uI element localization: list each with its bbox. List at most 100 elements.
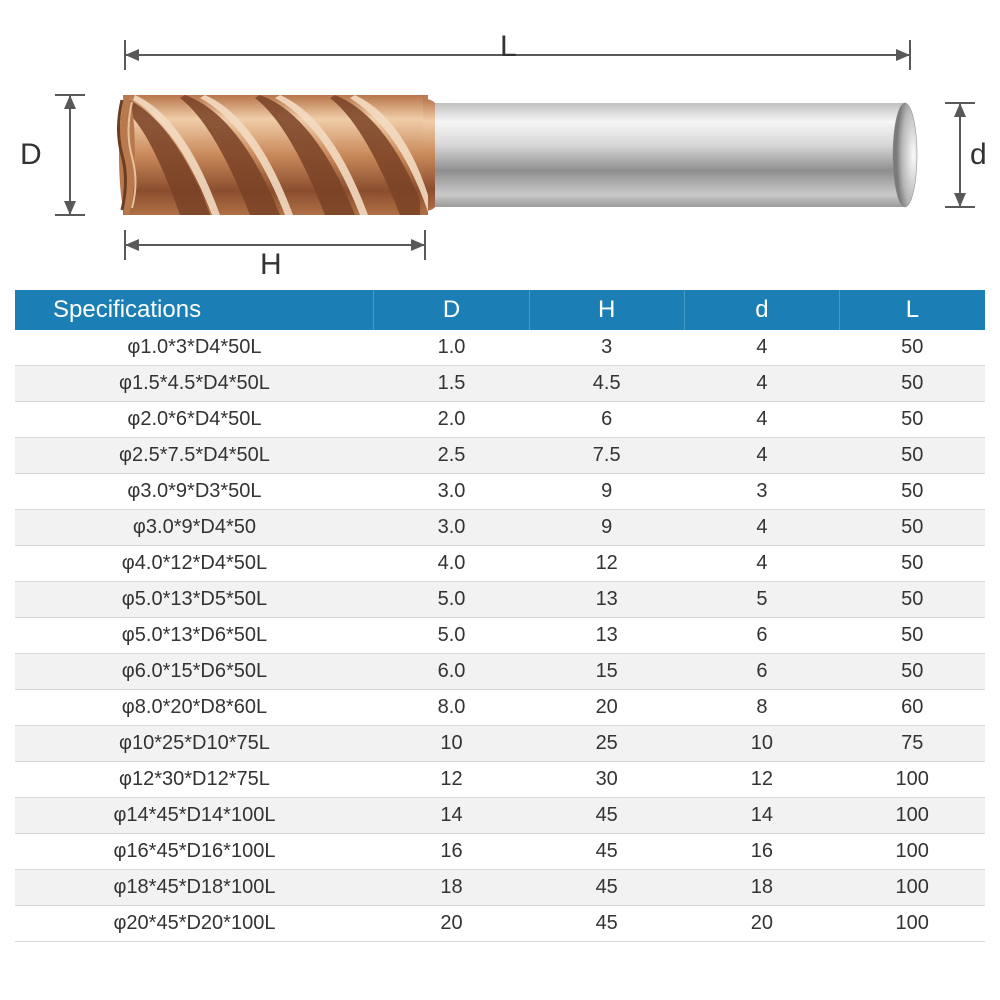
col-header-L: L (839, 290, 985, 330)
table-row: φ10*25*D10*75L10251075 (15, 726, 985, 762)
table-cell: 4 (684, 366, 839, 402)
table-cell: 50 (839, 618, 985, 654)
table-row: φ5.0*13*D6*50L5.013650 (15, 618, 985, 654)
table-cell: 50 (839, 438, 985, 474)
table-cell: 8 (684, 690, 839, 726)
table-cell: 50 (839, 582, 985, 618)
table-cell: 16 (684, 834, 839, 870)
table-cell: 2.0 (374, 402, 529, 438)
table-row: φ20*45*D20*100L204520100 (15, 906, 985, 942)
col-header-spec: Specifications (15, 290, 374, 330)
table-cell: 16 (374, 834, 529, 870)
table-cell: 45 (529, 834, 684, 870)
table-cell: 100 (839, 870, 985, 906)
tool-diagram: L D d H (15, 20, 985, 280)
table-row: φ6.0*15*D6*50L6.015650 (15, 654, 985, 690)
table-cell: 6 (529, 402, 684, 438)
table-cell: 4 (684, 546, 839, 582)
table-cell: 12 (529, 546, 684, 582)
table-cell: 45 (529, 870, 684, 906)
table-cell: 5.0 (374, 618, 529, 654)
table-cell: φ4.0*12*D4*50L (15, 546, 374, 582)
table-row: φ12*30*D12*75L123012100 (15, 762, 985, 798)
table-cell: φ2.5*7.5*D4*50L (15, 438, 374, 474)
table-cell: 8.0 (374, 690, 529, 726)
table-cell: 3.0 (374, 474, 529, 510)
table-cell: 100 (839, 798, 985, 834)
table-cell: 6.0 (374, 654, 529, 690)
table-cell: 25 (529, 726, 684, 762)
table-cell: 4 (684, 510, 839, 546)
table-cell: φ6.0*15*D6*50L (15, 654, 374, 690)
dim-label-L: L (500, 30, 517, 64)
table-cell: φ3.0*9*D4*50 (15, 510, 374, 546)
table-cell: 50 (839, 474, 985, 510)
table-cell: 1.0 (374, 330, 529, 366)
specifications-table: Specifications D H d L φ1.0*3*D4*50L1.03… (15, 290, 985, 942)
table-cell: 100 (839, 906, 985, 942)
table-cell: 50 (839, 510, 985, 546)
table-row: φ5.0*13*D5*50L5.013550 (15, 582, 985, 618)
table-cell: 7.5 (529, 438, 684, 474)
table-body: φ1.0*3*D4*50L1.03450φ1.5*4.5*D4*50L1.54.… (15, 330, 985, 942)
table-cell: 100 (839, 834, 985, 870)
table-cell: φ5.0*13*D5*50L (15, 582, 374, 618)
table-cell: 30 (529, 762, 684, 798)
dim-label-d: d (970, 138, 987, 172)
table-cell: φ10*25*D10*75L (15, 726, 374, 762)
table-cell: φ16*45*D16*100L (15, 834, 374, 870)
table-cell: φ3.0*9*D3*50L (15, 474, 374, 510)
table-cell: 10 (374, 726, 529, 762)
table-row: φ16*45*D16*100L164516100 (15, 834, 985, 870)
table-cell: 3.0 (374, 510, 529, 546)
table-cell: 5.0 (374, 582, 529, 618)
table-cell: 13 (529, 618, 684, 654)
table-cell: 45 (529, 906, 684, 942)
table-cell: φ1.5*4.5*D4*50L (15, 366, 374, 402)
table-cell: 4.0 (374, 546, 529, 582)
table-cell: 14 (684, 798, 839, 834)
table-cell: 45 (529, 798, 684, 834)
table-row: φ2.5*7.5*D4*50L2.57.5450 (15, 438, 985, 474)
table-cell: 1.5 (374, 366, 529, 402)
table-cell: 50 (839, 654, 985, 690)
table-cell: 60 (839, 690, 985, 726)
table-cell: 50 (839, 546, 985, 582)
table-row: φ14*45*D14*100L144514100 (15, 798, 985, 834)
table-row: φ1.5*4.5*D4*50L1.54.5450 (15, 366, 985, 402)
table-cell: 12 (374, 762, 529, 798)
dim-label-H: H (260, 248, 282, 282)
table-cell: 20 (374, 906, 529, 942)
dim-label-D: D (20, 138, 42, 172)
col-header-H: H (529, 290, 684, 330)
table-cell: 75 (839, 726, 985, 762)
table-cell: 4 (684, 438, 839, 474)
table-row: φ18*45*D18*100L184518100 (15, 870, 985, 906)
col-header-d: d (684, 290, 839, 330)
table-cell: φ2.0*6*D4*50L (15, 402, 374, 438)
table-cell: 5 (684, 582, 839, 618)
table-row: φ2.0*6*D4*50L2.06450 (15, 402, 985, 438)
table-row: φ3.0*9*D4*503.09450 (15, 510, 985, 546)
table-cell: 50 (839, 330, 985, 366)
table-cell: 9 (529, 510, 684, 546)
table-cell: 3 (684, 474, 839, 510)
table-cell: 20 (529, 690, 684, 726)
table-cell: φ20*45*D20*100L (15, 906, 374, 942)
table-cell: φ1.0*3*D4*50L (15, 330, 374, 366)
table-cell: 15 (529, 654, 684, 690)
table-cell: 10 (684, 726, 839, 762)
table-cell: 100 (839, 762, 985, 798)
table-row: φ8.0*20*D8*60L8.020860 (15, 690, 985, 726)
col-header-D: D (374, 290, 529, 330)
table-row: φ3.0*9*D3*50L3.09350 (15, 474, 985, 510)
table-cell: φ18*45*D18*100L (15, 870, 374, 906)
table-cell: 18 (684, 870, 839, 906)
table-cell: 14 (374, 798, 529, 834)
table-row: φ1.0*3*D4*50L1.03450 (15, 330, 985, 366)
table-cell: 3 (529, 330, 684, 366)
table-row: φ4.0*12*D4*50L4.012450 (15, 546, 985, 582)
table-cell: 4.5 (529, 366, 684, 402)
table-cell: 12 (684, 762, 839, 798)
table-cell: 4 (684, 402, 839, 438)
